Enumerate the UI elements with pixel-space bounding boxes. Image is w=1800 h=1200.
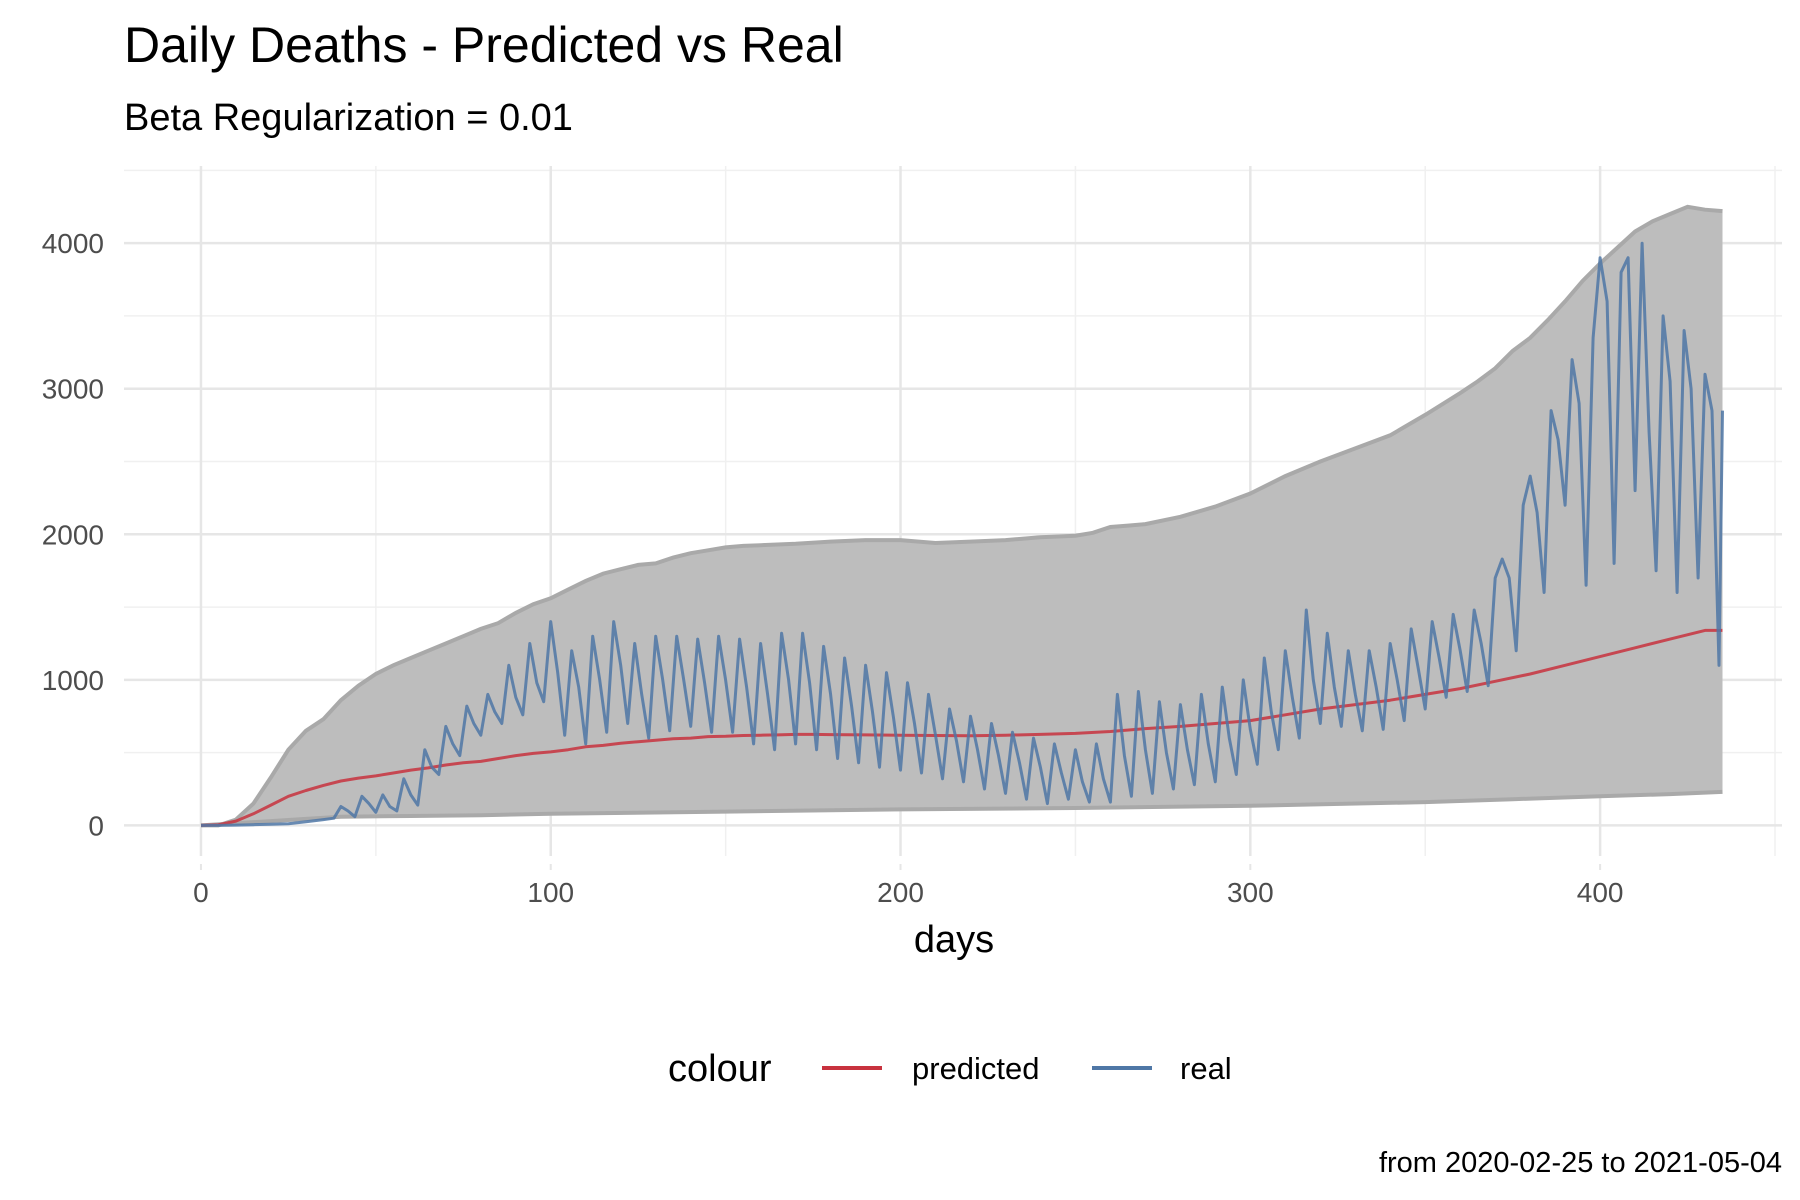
chart-title: Daily Deaths - Predicted vs Real <box>124 17 844 73</box>
y-tick-label: 2000 <box>42 519 104 550</box>
chart-subtitle: Beta Regularization = 0.01 <box>124 97 573 139</box>
legend: colour predicted real <box>668 1048 1232 1090</box>
prediction-band <box>201 206 1723 826</box>
x-axis-title: days <box>914 919 994 961</box>
band-lower-edge <box>200 789 1723 828</box>
x-tick-label: 100 <box>527 877 574 908</box>
y-tick-label: 0 <box>88 810 104 841</box>
series-line-real <box>201 241 1724 827</box>
y-tick-label: 4000 <box>42 228 104 259</box>
y-tick-label: 3000 <box>42 374 104 405</box>
y-axis-ticks: 0 1000 2000 3000 4000 <box>42 228 104 841</box>
prediction-band-layer <box>200 204 1723 828</box>
x-tick-label: 400 <box>1577 877 1624 908</box>
series-layer <box>200 241 1724 827</box>
x-tick-label: 200 <box>877 877 924 908</box>
chart-caption: from 2020-02-25 to 2021-05-04 <box>1379 1147 1782 1179</box>
legend-label-predicted: predicted <box>912 1051 1040 1086</box>
legend-title: colour <box>668 1048 772 1090</box>
legend-label-real: real <box>1180 1051 1232 1086</box>
band-upper-edge <box>201 204 1723 828</box>
x-tick-label: 300 <box>1227 877 1274 908</box>
x-tick-label: 0 <box>193 877 209 908</box>
y-tick-label: 1000 <box>42 665 104 696</box>
x-axis-ticks: 0 100 200 300 400 <box>193 864 1623 908</box>
